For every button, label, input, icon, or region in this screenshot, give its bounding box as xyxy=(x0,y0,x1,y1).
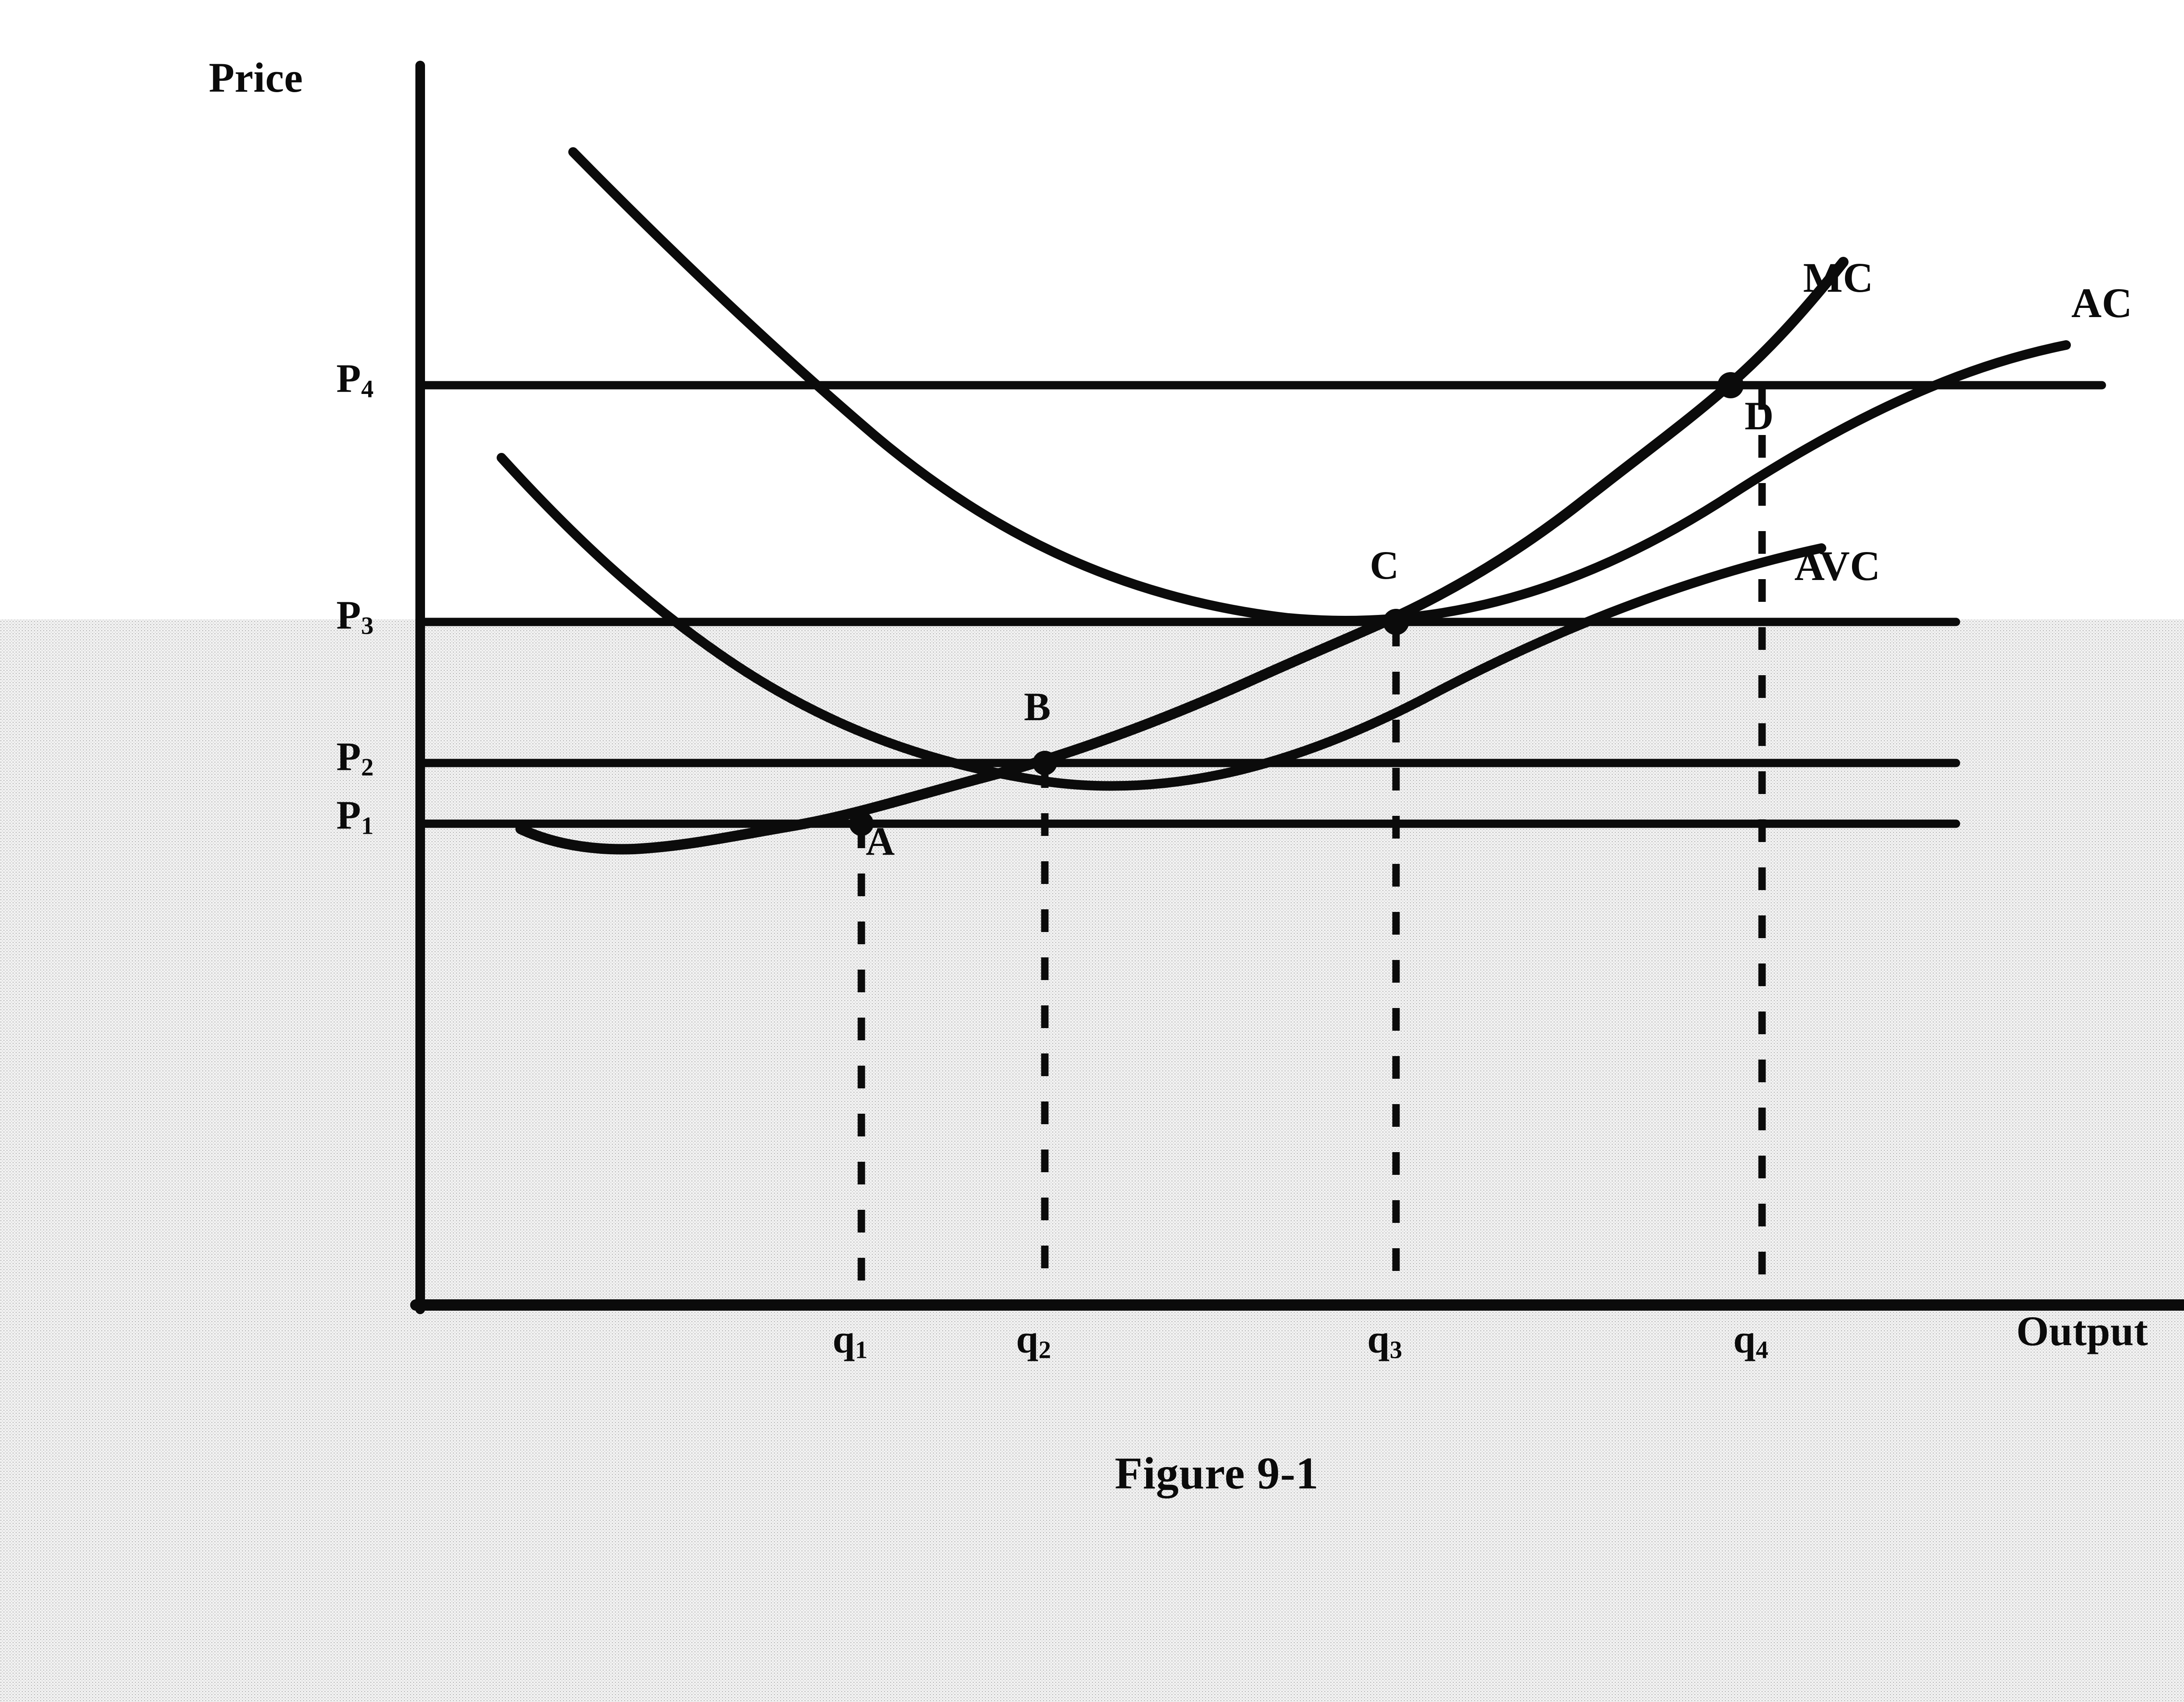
curve-label-mc: MC xyxy=(1803,254,1873,301)
quantity-label-q3-sub: 3 xyxy=(1389,1336,1403,1364)
price-label-p3-sub: 3 xyxy=(361,612,374,640)
quantity-label-q1-sub: 1 xyxy=(855,1336,868,1364)
price-label-p3: P3 xyxy=(336,595,374,639)
point-marker-a xyxy=(849,811,874,836)
shaded-region-left xyxy=(0,619,2184,1702)
point-marker-b xyxy=(1033,751,1057,775)
curve-label-avc: AVC xyxy=(1794,542,1881,589)
figure-caption: Figure 9-1 xyxy=(1115,1448,1319,1498)
price-label-p4-base: P xyxy=(336,356,361,400)
quantity-label-q3-base: q xyxy=(1367,1317,1390,1361)
point-marker-d xyxy=(1717,372,1744,398)
mc-curve xyxy=(515,257,1849,855)
quantity-label-q3: q3 xyxy=(1367,1319,1403,1363)
price-label-p2-base: P xyxy=(336,734,361,779)
price-label-p1-sub: 1 xyxy=(361,812,374,840)
point-label-b: B xyxy=(1024,684,1051,729)
price-label-p4-sub: 4 xyxy=(361,375,374,403)
price-label-p1-base: P xyxy=(336,793,361,837)
quantity-label-q1: q1 xyxy=(833,1319,868,1363)
quantity-label-q4-sub: 4 xyxy=(1755,1336,1769,1364)
price-label-p3-base: P xyxy=(336,593,361,637)
point-label-c: C xyxy=(1370,543,1399,587)
quantity-label-q1-base: q xyxy=(833,1317,855,1361)
price-label-p2: P2 xyxy=(336,736,374,780)
point-label-d: D xyxy=(1745,394,1774,438)
point-label-a: A xyxy=(866,819,895,863)
quantity-label-q2-base: q xyxy=(1016,1317,1039,1361)
quantity-label-q4-base: q xyxy=(1733,1317,1756,1361)
quantity-label-q4: q4 xyxy=(1733,1319,1769,1363)
price-label-p4: P4 xyxy=(336,358,374,402)
quantity-label-q2-sub: 2 xyxy=(1038,1336,1051,1364)
curve-label-ac: AC xyxy=(2071,280,2132,326)
x-axis-title: Output xyxy=(2016,1308,2148,1354)
point-marker-c xyxy=(1383,609,1409,635)
price-label-p2-sub: 2 xyxy=(361,753,374,781)
quantity-label-q2: q2 xyxy=(1016,1319,1051,1363)
avc-curve xyxy=(497,453,1826,791)
y-axis-title: Price xyxy=(209,54,303,101)
price-label-p1: P1 xyxy=(336,795,374,839)
ac-curve xyxy=(568,147,2071,626)
